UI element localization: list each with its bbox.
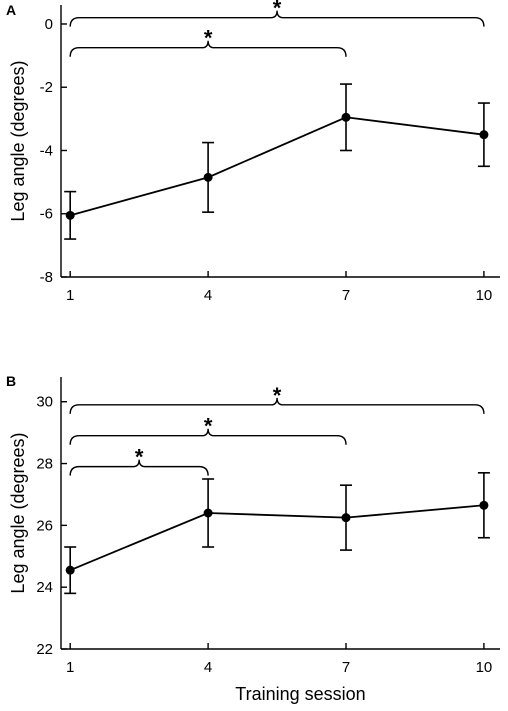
data-point — [479, 500, 489, 510]
x-tick-label: 7 — [342, 659, 350, 676]
y-axis-label: Leg angle (degrees) — [8, 60, 28, 221]
series-line — [69, 504, 484, 572]
y-tick-label: 28 — [36, 456, 53, 473]
panel-label: A — [6, 2, 16, 18]
significance-star: * — [204, 26, 213, 51]
panel-label: B — [6, 373, 16, 389]
x-tick-label: 7 — [342, 287, 350, 304]
significance-star: * — [273, 383, 282, 408]
significance-bracket — [69, 40, 347, 57]
x-tick-label: 1 — [66, 659, 74, 676]
y-tick-label: 22 — [36, 641, 53, 658]
x-tick-label: 1 — [66, 287, 74, 304]
significance-star: * — [204, 414, 213, 439]
data-point — [203, 172, 213, 182]
y-tick-label: -8 — [40, 269, 53, 286]
x-tick-label: 10 — [476, 287, 493, 304]
significance-star: * — [273, 0, 282, 21]
x-tick-label: 4 — [204, 659, 212, 676]
panel-a: A 0 -2 -4 -6 -8 1 4 7 10 Leg angle (degrees) * * — [6, 0, 500, 304]
data-point — [65, 210, 75, 220]
x-axis-label: Training session — [235, 684, 365, 704]
data-point — [479, 130, 489, 140]
data-point — [203, 508, 213, 518]
data-point — [65, 565, 75, 575]
x-tick-label: 4 — [204, 287, 212, 304]
data-point — [341, 112, 351, 122]
y-tick-label: 30 — [36, 394, 53, 411]
y-tick-label: 24 — [36, 579, 53, 596]
y-tick-label: -2 — [40, 79, 53, 96]
y-tick-label: 26 — [36, 517, 53, 534]
series-line — [69, 116, 485, 217]
data-point — [341, 513, 351, 523]
significance-bracket — [69, 10, 485, 27]
significance-star: * — [135, 445, 144, 470]
y-axis-label: Leg angle (degrees) — [8, 432, 28, 593]
panel-b: B 30 28 26 24 22 1 4 7 10 Leg angle (degrees) Train… — [6, 373, 500, 704]
y-tick-label: -6 — [40, 206, 53, 223]
x-tick-label: 10 — [476, 659, 493, 676]
y-tick-label: 0 — [45, 16, 53, 33]
y-tick-label: -4 — [40, 142, 53, 159]
